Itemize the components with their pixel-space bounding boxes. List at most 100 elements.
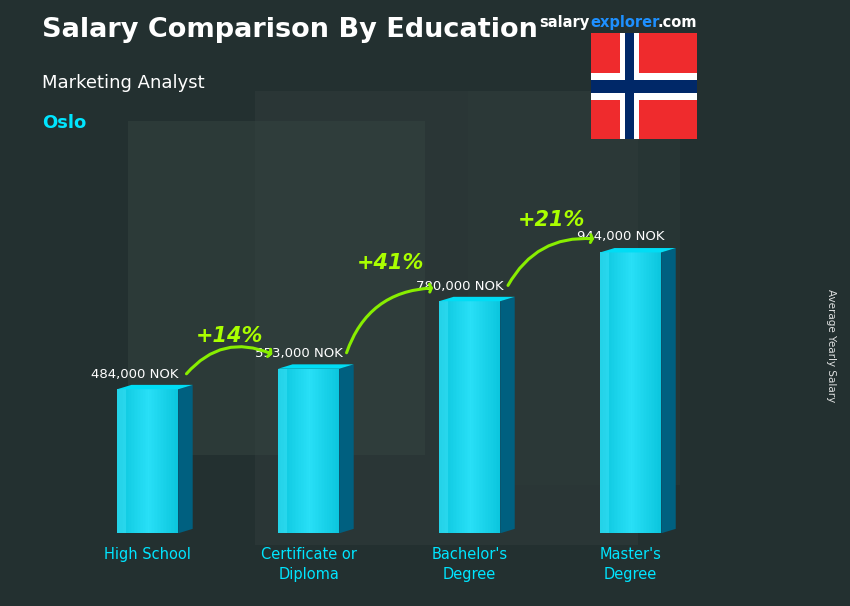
Bar (117, 389, 126, 533)
Bar (623, 253, 625, 533)
Bar (467, 301, 468, 533)
Bar (141, 389, 143, 533)
Bar (299, 369, 301, 533)
Bar (336, 369, 337, 533)
Bar (295, 369, 297, 533)
Bar (309, 369, 310, 533)
Bar (126, 389, 128, 533)
Bar (604, 253, 606, 533)
Bar (312, 369, 313, 533)
Bar (173, 389, 175, 533)
Bar (646, 253, 648, 533)
Bar (146, 389, 148, 533)
Bar (150, 389, 152, 533)
Bar (494, 301, 496, 533)
Bar (491, 301, 493, 533)
Text: .com: .com (657, 15, 696, 30)
Bar (640, 253, 642, 533)
Bar (499, 301, 501, 533)
Bar (614, 253, 615, 533)
Bar (133, 389, 135, 533)
Bar (657, 253, 658, 533)
Bar (326, 369, 327, 533)
Bar (649, 253, 650, 533)
Bar (318, 369, 320, 533)
Bar (485, 301, 486, 533)
Bar (448, 301, 450, 533)
Bar (137, 389, 139, 533)
Bar (293, 369, 295, 533)
Bar (297, 369, 298, 533)
Bar (333, 369, 335, 533)
Bar (455, 301, 456, 533)
Bar (143, 389, 144, 533)
Bar (479, 301, 480, 533)
Bar (627, 253, 629, 533)
Bar (330, 369, 332, 533)
Bar (660, 253, 661, 533)
Bar (290, 369, 292, 533)
Bar (465, 301, 467, 533)
Bar (316, 369, 318, 533)
Bar (608, 253, 609, 533)
Bar (171, 389, 172, 533)
Bar (282, 369, 284, 533)
Bar (301, 369, 303, 533)
Bar (644, 253, 646, 533)
Bar (327, 369, 328, 533)
Bar (313, 369, 314, 533)
Polygon shape (600, 248, 676, 253)
Bar (497, 301, 499, 533)
Text: +41%: +41% (357, 253, 424, 273)
Bar (332, 369, 333, 533)
Text: 484,000 NOK: 484,000 NOK (91, 368, 178, 381)
Bar (163, 389, 164, 533)
Bar (445, 301, 447, 533)
Bar (148, 389, 149, 533)
Bar (303, 369, 304, 533)
Bar (304, 369, 305, 533)
Bar (307, 369, 309, 533)
Bar (486, 301, 488, 533)
Bar (654, 253, 655, 533)
Bar (160, 389, 162, 533)
Bar (278, 369, 280, 533)
Bar (287, 369, 289, 533)
Bar (635, 253, 637, 533)
Bar (631, 253, 632, 533)
Bar (612, 253, 614, 533)
Bar (128, 389, 129, 533)
Text: Marketing Analyst: Marketing Analyst (42, 74, 205, 92)
Bar (471, 301, 473, 533)
Bar (619, 253, 620, 533)
Bar (626, 253, 627, 533)
Polygon shape (439, 297, 515, 301)
Bar (128, 121, 425, 454)
Bar (122, 389, 123, 533)
Bar (140, 389, 141, 533)
Bar (139, 389, 140, 533)
Bar (611, 253, 612, 533)
Bar (461, 301, 462, 533)
Bar (493, 301, 494, 533)
Text: +21%: +21% (518, 210, 586, 230)
Bar (131, 389, 133, 533)
Bar (625, 33, 634, 139)
Bar (468, 91, 680, 485)
Bar (650, 253, 652, 533)
Bar (310, 369, 312, 533)
Bar (488, 301, 490, 533)
Bar (167, 389, 169, 533)
Bar (117, 389, 118, 533)
Bar (621, 253, 623, 533)
Bar (335, 369, 336, 533)
Bar (162, 389, 163, 533)
Bar (439, 301, 448, 533)
Bar (482, 301, 484, 533)
Bar (286, 369, 287, 533)
Bar (144, 389, 146, 533)
Bar (634, 253, 635, 533)
Bar (600, 253, 609, 533)
Bar (169, 389, 171, 533)
Bar (602, 253, 604, 533)
